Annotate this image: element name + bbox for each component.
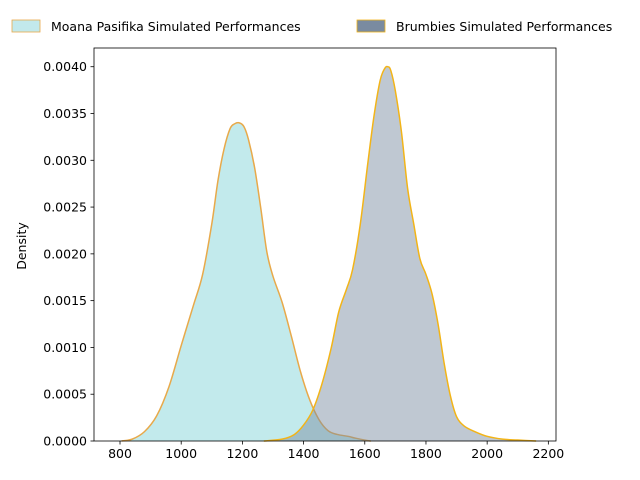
legend-swatch-brumbies [356,19,386,33]
legend-label-moana: Moana Pasifika Simulated Performances [51,19,301,34]
y-tick-label: 0.0025 [43,200,87,215]
legend-swatch-moana [11,19,41,33]
series-0-area [121,122,371,442]
x-tick-label: 1400 [288,446,320,461]
x-tick-label: 1800 [410,446,442,461]
legend-label-brumbies: Brumbies Simulated Performances [396,19,612,34]
x-tick-label: 2200 [532,446,564,461]
series-0-line [121,121,372,442]
axes: 800 1000 1200 1400 1600 1800 2000 2200 0.0000 0.0… [43,47,564,461]
plot-frame [93,47,557,442]
y-tick-label: 0.0000 [43,434,87,449]
x-tick-label: 800 [108,446,132,461]
y-tick-label: 0.0030 [43,153,87,168]
x-tick-label: 1600 [349,446,381,461]
y-tick-label: 0.0010 [43,340,87,355]
plot-area [121,65,537,442]
legend: Moana Pasifika Simulated Performances Br… [11,19,612,34]
y-tick-label: 0.0035 [43,106,87,121]
y-tick-label: 0.0020 [43,246,87,261]
x-tick-label: 1200 [226,446,258,461]
x-tick-label: 2000 [471,446,503,461]
x-tick-label: 1000 [165,446,197,461]
series-1-line [263,65,537,442]
y-axis-label: Density [14,222,29,270]
y-tick-label: 0.0005 [43,387,87,402]
y-tick-label: 0.0040 [43,59,87,74]
y-tick-label: 0.0015 [43,293,87,308]
